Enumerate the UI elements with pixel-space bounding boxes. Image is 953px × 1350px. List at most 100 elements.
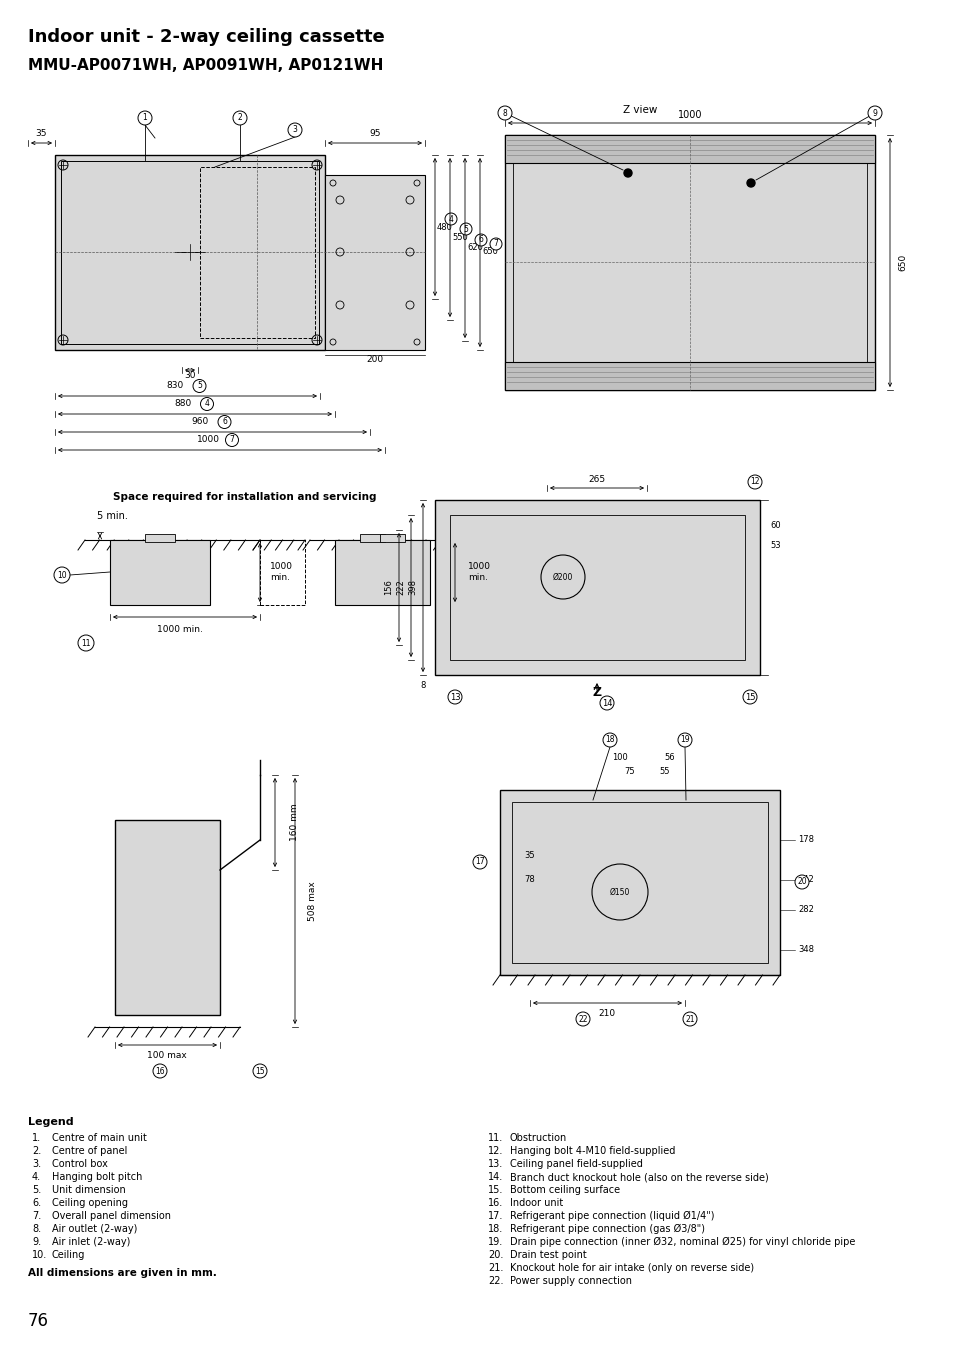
Text: 21.: 21. (488, 1264, 503, 1273)
Text: 10.: 10. (32, 1250, 48, 1260)
Text: 4: 4 (204, 400, 210, 409)
Bar (499, 790, 780, 975)
Bar (450, 514, 744, 660)
Text: 60: 60 (769, 521, 780, 529)
Text: Legend: Legend (28, 1116, 73, 1127)
Circle shape (794, 875, 808, 890)
Circle shape (746, 180, 754, 188)
Text: Control box: Control box (52, 1160, 108, 1169)
Circle shape (867, 107, 882, 120)
Text: Z: Z (592, 687, 601, 699)
Text: 1000
min.: 1000 min. (270, 563, 293, 582)
Circle shape (599, 697, 614, 710)
Circle shape (459, 223, 472, 235)
Text: 20: 20 (797, 878, 806, 887)
Text: 1000: 1000 (196, 436, 219, 444)
Text: Space required for installation and servicing: Space required for installation and serv… (113, 491, 376, 502)
Text: 21: 21 (684, 1014, 694, 1023)
Text: Power supply connection: Power supply connection (510, 1276, 631, 1287)
Text: 508 max: 508 max (308, 882, 316, 921)
Text: Obstruction: Obstruction (510, 1133, 567, 1143)
Text: 12.: 12. (488, 1146, 503, 1156)
Circle shape (602, 733, 617, 747)
Bar (504, 135, 874, 390)
Text: 18.: 18. (488, 1224, 503, 1234)
Circle shape (448, 690, 461, 703)
Circle shape (200, 397, 213, 410)
Text: 1000: 1000 (677, 109, 701, 120)
Text: 7: 7 (230, 436, 234, 444)
Text: Ceiling panel field-supplied: Ceiling panel field-supplied (510, 1160, 642, 1169)
Text: Drain test point: Drain test point (510, 1250, 586, 1260)
Text: 398: 398 (408, 579, 417, 595)
Bar (115, 819, 220, 1015)
Text: 265: 265 (588, 475, 605, 485)
Text: 156: 156 (384, 579, 393, 595)
Text: Air inlet (2-way): Air inlet (2-way) (52, 1237, 131, 1247)
Text: 960: 960 (192, 417, 209, 427)
Circle shape (193, 379, 206, 393)
Text: 56: 56 (664, 753, 675, 763)
Text: 55: 55 (659, 768, 670, 776)
Text: 30: 30 (184, 371, 195, 381)
Text: 22: 22 (578, 1014, 587, 1023)
Text: 19.: 19. (488, 1237, 503, 1247)
Text: 282: 282 (797, 906, 813, 914)
Text: 5 min.: 5 min. (97, 512, 128, 521)
Circle shape (576, 1012, 589, 1026)
Bar (513, 163, 866, 362)
Circle shape (233, 111, 247, 126)
Text: 4.: 4. (32, 1172, 41, 1183)
Text: 15: 15 (254, 1066, 265, 1076)
Circle shape (473, 855, 486, 869)
Text: 14: 14 (601, 698, 612, 707)
Bar (504, 135, 874, 163)
Text: Refrigerant pipe connection (gas Ø3/8"): Refrigerant pipe connection (gas Ø3/8") (510, 1224, 704, 1234)
Text: Ø200: Ø200 (552, 572, 573, 582)
Text: Unit dimension: Unit dimension (52, 1185, 126, 1195)
Text: 13.: 13. (488, 1160, 503, 1169)
Circle shape (444, 213, 456, 225)
Circle shape (78, 634, 94, 651)
Text: 480: 480 (436, 223, 453, 231)
Text: 15.: 15. (488, 1185, 503, 1195)
Text: 1000 min.: 1000 min. (157, 625, 203, 633)
Text: 4: 4 (448, 215, 453, 224)
Text: 76: 76 (28, 1312, 49, 1330)
Circle shape (218, 416, 231, 428)
Text: Indoor unit - 2-way ceiling cassette: Indoor unit - 2-way ceiling cassette (28, 28, 384, 46)
Text: 2.: 2. (32, 1146, 41, 1156)
Circle shape (678, 733, 691, 747)
Text: 1: 1 (143, 113, 147, 123)
Text: 222: 222 (396, 579, 405, 595)
Circle shape (475, 234, 486, 246)
Bar (512, 802, 767, 963)
Text: Centre of main unit: Centre of main unit (52, 1133, 147, 1143)
Text: 5: 5 (197, 382, 202, 390)
Text: 7.: 7. (32, 1211, 41, 1220)
Text: Centre of panel: Centre of panel (52, 1146, 128, 1156)
Text: 8: 8 (502, 108, 507, 117)
Text: 3.: 3. (32, 1160, 41, 1169)
Text: 15: 15 (744, 693, 755, 702)
Text: 13: 13 (449, 693, 460, 702)
Text: 2: 2 (237, 113, 242, 123)
Text: 880: 880 (174, 400, 192, 409)
Text: 35: 35 (35, 130, 47, 139)
Text: 11: 11 (81, 639, 91, 648)
Text: 7: 7 (493, 239, 497, 248)
Text: 1000
min.: 1000 min. (468, 563, 491, 582)
Text: 5.: 5. (32, 1185, 41, 1195)
Text: 100: 100 (612, 753, 627, 763)
Text: All dimensions are given in mm.: All dimensions are given in mm. (28, 1268, 216, 1278)
Text: 10: 10 (57, 571, 67, 579)
Bar (325, 176, 424, 350)
Text: Ø150: Ø150 (609, 887, 630, 896)
Text: Ceiling opening: Ceiling opening (52, 1197, 128, 1208)
Text: 8: 8 (420, 680, 425, 690)
Bar (379, 535, 405, 541)
Bar (110, 540, 210, 605)
Text: Hanging bolt 4-M10 field-supplied: Hanging bolt 4-M10 field-supplied (510, 1146, 675, 1156)
Text: 6: 6 (222, 417, 227, 427)
Text: 160 mm: 160 mm (290, 803, 298, 841)
